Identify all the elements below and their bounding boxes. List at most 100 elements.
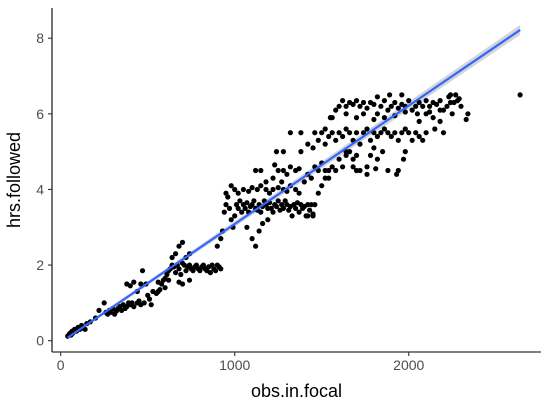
data-point	[423, 111, 429, 117]
data-point	[447, 92, 454, 98]
data-point	[371, 101, 377, 107]
data-point	[308, 175, 314, 181]
data-point	[453, 92, 459, 98]
data-point	[399, 130, 405, 136]
data-point	[173, 270, 179, 276]
data-point	[82, 326, 88, 332]
data-point	[456, 96, 462, 102]
data-point	[232, 186, 238, 193]
data-point	[226, 205, 233, 211]
data-point	[343, 103, 349, 109]
data-point	[427, 103, 433, 109]
data-point	[279, 179, 285, 185]
data-point	[319, 183, 325, 189]
data-point	[246, 188, 252, 194]
data-point	[218, 266, 224, 272]
data-point	[266, 190, 273, 196]
data-point	[357, 141, 363, 147]
data-point	[296, 209, 302, 215]
data-point	[322, 141, 328, 147]
data-point	[381, 126, 387, 132]
data-point	[315, 190, 321, 196]
data-point	[301, 179, 307, 185]
data-point	[322, 126, 328, 132]
data-point	[378, 130, 384, 136]
data-point	[416, 99, 422, 106]
data-point	[131, 279, 137, 285]
data-point	[416, 133, 422, 140]
data-point	[228, 183, 234, 189]
data-point	[242, 205, 248, 211]
data-point	[284, 171, 290, 177]
data-point	[400, 156, 407, 162]
data-point	[374, 156, 380, 162]
data-point	[298, 149, 304, 155]
y-tick-label: 0	[36, 333, 44, 349]
data-point	[371, 116, 377, 123]
data-point	[310, 213, 316, 219]
data-point	[270, 175, 276, 181]
data-point	[437, 107, 443, 113]
data-point	[437, 98, 443, 104]
data-point	[244, 200, 250, 206]
data-point	[256, 228, 262, 234]
data-point	[350, 164, 356, 170]
data-point	[162, 285, 168, 291]
data-point	[340, 133, 346, 140]
data-point	[237, 198, 243, 204]
data-point	[327, 115, 333, 121]
data-point	[392, 130, 398, 136]
data-point	[353, 98, 360, 104]
data-point	[273, 149, 280, 155]
data-point	[253, 243, 259, 249]
data-point	[336, 103, 342, 109]
data-point	[258, 183, 264, 189]
data-point	[101, 300, 107, 306]
data-point	[409, 137, 415, 143]
data-point	[350, 101, 356, 107]
data-point	[176, 279, 182, 285]
data-point	[465, 111, 471, 117]
data-point	[364, 126, 370, 132]
data-point	[420, 103, 426, 109]
data-point	[141, 300, 147, 306]
data-point	[371, 145, 377, 151]
axes: 0 1000 2000 0 2 4 6 8	[36, 8, 541, 373]
data-point	[127, 283, 133, 289]
data-point	[402, 109, 408, 115]
data-point	[353, 130, 360, 136]
data-point	[169, 254, 175, 261]
data-point	[343, 126, 349, 132]
y-axis-title: hrs.followed	[4, 132, 24, 228]
data-point	[310, 145, 316, 151]
y-tick-label: 8	[36, 30, 44, 46]
data-point	[260, 220, 266, 227]
data-point	[343, 111, 349, 117]
data-point	[263, 186, 269, 193]
data-point	[275, 185, 281, 191]
data-point	[517, 92, 523, 98]
data-point	[416, 118, 422, 124]
data-point	[244, 224, 250, 230]
data-point	[131, 304, 137, 310]
data-point	[275, 167, 281, 174]
data-point	[340, 164, 346, 170]
data-point	[413, 130, 419, 136]
data-point	[138, 281, 144, 287]
data-point	[265, 217, 271, 223]
x-tick-label: 2000	[393, 357, 424, 373]
data-point	[449, 111, 455, 117]
data-point	[207, 270, 213, 276]
data-point	[148, 302, 154, 308]
data-point	[385, 107, 391, 113]
data-point	[223, 190, 229, 196]
data-point	[385, 130, 391, 136]
data-point	[387, 92, 393, 98]
data-point	[333, 167, 339, 174]
y-tick-label: 6	[36, 106, 44, 122]
data-point	[319, 130, 325, 136]
x-axis-title: obs.in.focal	[251, 381, 342, 401]
data-point	[275, 198, 281, 204]
data-point	[179, 239, 186, 245]
